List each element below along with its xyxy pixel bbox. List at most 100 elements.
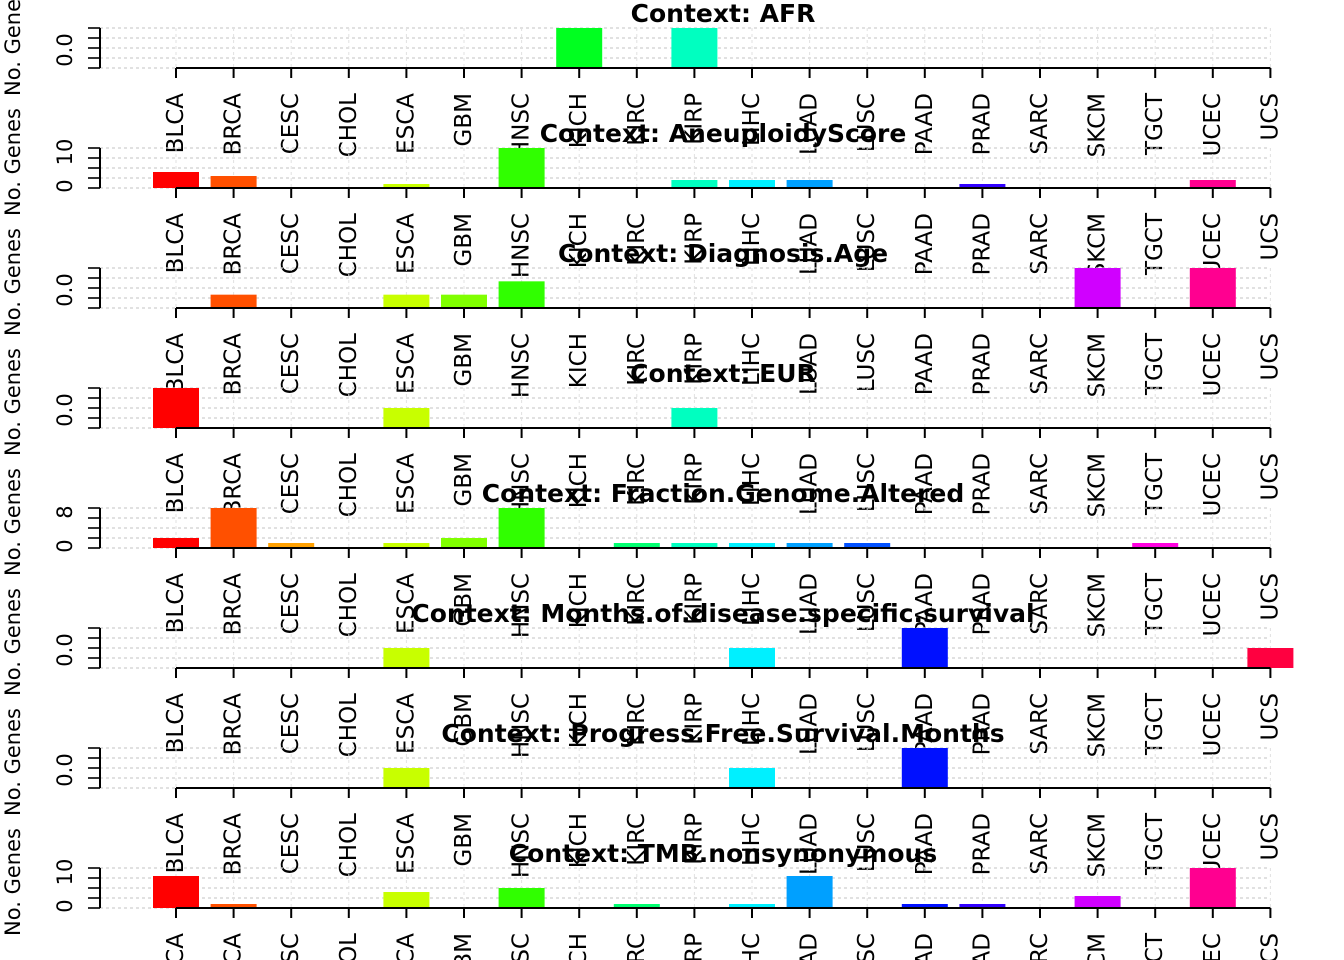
bar-esca [383,648,430,668]
bar-hnsc [498,148,545,188]
x-tick-label: HNSC [509,333,535,398]
x-tick-label: PRAD [969,213,995,275]
x-tick-label: TGCT [1142,332,1168,396]
x-tick-label: PRAD [969,93,995,155]
y-axis-label: No. Genes [1,708,25,816]
x-tick-label: KICH [566,693,592,748]
x-tick-label: KIRP [681,693,707,745]
x-tick-label: ESCA [393,813,419,874]
x-tick-label: KIRC [624,693,650,746]
x-tick-label: KICH [566,93,592,148]
x-tick-label: BLCA [163,693,189,754]
x-tick-label: CESC [278,933,304,960]
x-tick-label: KIRP [681,93,707,145]
x-tick-label: UCS [1257,933,1283,960]
x-tick-label: UCS [1257,93,1283,141]
y-tick-label: 8 [53,505,77,518]
x-tick-label: LUSC [854,213,880,272]
x-tick-label: TGCT [1142,92,1168,156]
y-tick-label: 0 [53,539,77,552]
x-tick-label: ESCA [393,333,419,394]
x-tick-label: LIHC [739,333,765,386]
x-tick-label: KICH [566,333,592,388]
x-tick-label: CHOL [336,933,362,960]
bar-esca [383,184,430,188]
x-tick-label: LIHC [739,453,765,506]
x-tick-label: BLCA [163,933,189,960]
x-tick-label: ESCA [393,453,419,514]
x-tick-label: KICH [566,813,592,868]
x-tick-label: UCEC [1200,573,1226,637]
bar-esca [383,892,430,908]
bar-esca [383,408,430,428]
x-tick-label: BRCA [221,453,247,516]
x-tick-label: BLCA [163,93,189,154]
x-tick-label: LIHC [739,813,765,866]
x-tick-label: SKCM [1085,333,1111,397]
x-tick-label: HNSC [509,93,535,158]
x-tick-label: KICH [566,573,592,628]
y-axis-label: No. Genes [1,468,25,576]
bar-brca [210,176,257,188]
x-tick-label: KIRC [624,813,650,866]
bar-blca [153,388,199,428]
bar-cesc [268,543,315,548]
x-tick-label: SARC [1027,693,1053,755]
x-tick-label: UCS [1257,813,1283,861]
x-tick-label: LIHC [739,693,765,746]
y-tick-label: 0.0 [53,753,77,786]
x-tick-label: UCEC [1200,93,1226,157]
x-tick-label: TGCT [1142,212,1168,276]
x-tick-label: ESCA [393,573,419,634]
x-tick-label: LUSC [854,453,880,512]
x-tick-label: CESC [278,813,304,874]
x-tick-label: PAAD [912,813,938,875]
bar-luad [786,543,833,548]
x-tick-label: LUSC [854,693,880,752]
x-tick-label: UCEC [1200,693,1226,757]
x-tick-label: LUSC [854,333,880,392]
y-tick-label: 0.0 [53,273,77,306]
x-tick-label: LIHC [739,213,765,266]
x-tick-label: LIHC [739,93,765,146]
bar-ucs [1247,648,1294,668]
bar-lihc [729,180,775,188]
bar-kirp [671,543,718,548]
bar-esca [383,543,430,548]
x-tick-label: CESC [278,93,304,154]
x-tick-label: PAAD [912,333,938,395]
x-tick-label: TGCT [1142,452,1168,516]
bar-luad [786,876,833,908]
y-tick-label: 0.0 [53,393,77,426]
x-tick-label: SARC [1027,333,1053,395]
x-tick-label: UCS [1257,333,1283,381]
bar-blca [153,876,199,908]
bar-lusc [844,543,891,548]
panel-6: BLCA BRCA CESC CHOL ESCA GBM HNSC KICH KIRC KIRP L… [1,708,1283,878]
x-tick-label: BRCA [221,693,247,756]
x-tick-label: SARC [1027,573,1053,635]
bar-tgct [1132,543,1179,548]
x-tick-label: UCEC [1200,213,1226,277]
x-tick-label: BRCA [221,933,247,960]
x-tick-label: PAAD [912,93,938,155]
bar-hnsc [498,281,545,308]
x-tick-label: KIRC [624,573,650,626]
bar-ucec [1189,180,1236,188]
bar-paad [901,628,948,668]
x-tick-label: PAAD [912,573,938,635]
x-tick-label: PAAD [912,213,938,275]
bar-lihc [729,904,775,908]
panel-0: BLCA BRCA CESC CHOL ESCA GBM HNSC KICH KIRC KIRP L… [1,0,1283,158]
bar-brca [210,904,257,908]
bar-prad [959,184,1006,188]
panel-title: Context: EUR [630,359,816,388]
bar-lihc [729,648,775,668]
x-tick-label: UCEC [1200,333,1226,397]
x-tick-label: CHOL [336,573,362,637]
bar-paad [901,748,948,788]
panel-7: BLCA BRCA CESC CHOL ESCA GBM HNSC KICH KIRC KIRP L… [1,828,1283,960]
bar-ucec [1189,868,1236,908]
x-tick-label: LUAD [797,93,823,155]
